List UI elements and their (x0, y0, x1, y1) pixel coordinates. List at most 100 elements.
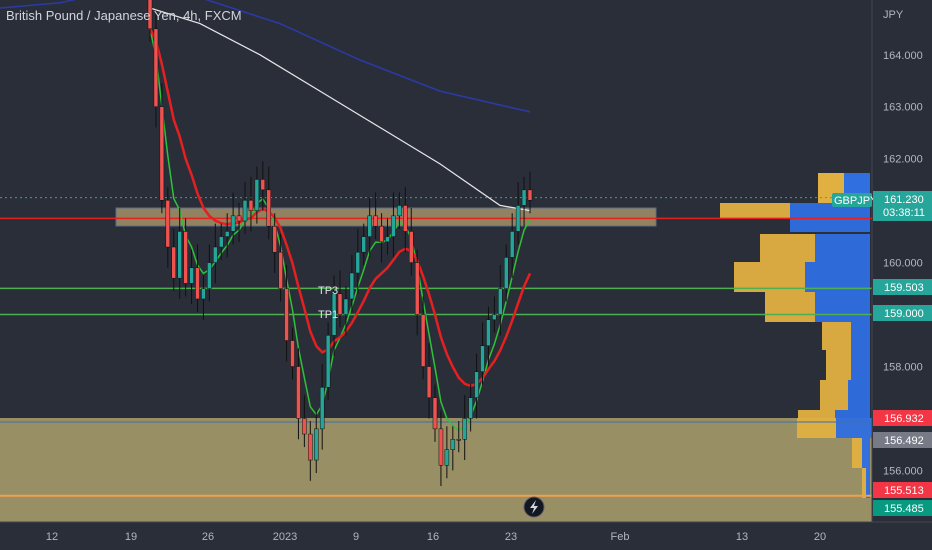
level-badge-155485-bg (873, 500, 932, 516)
candle-body (409, 231, 414, 263)
volume-profile-up-bar (836, 418, 872, 438)
candle-body (337, 293, 343, 315)
candle-body (183, 231, 188, 284)
time-tick: 19 (125, 531, 137, 543)
level-badge-156492-text: 156.492 (884, 435, 924, 447)
candle-body (468, 397, 473, 419)
level-badge-159503-text: 159.503 (884, 282, 924, 294)
candle-body (486, 319, 491, 346)
price-tick: 164.000 (883, 50, 923, 62)
volume-profile-up-bar (851, 350, 870, 380)
candle-body (450, 439, 456, 450)
time-tick: 13 (736, 531, 748, 543)
candle-body (504, 257, 509, 289)
level-badge-156492-bg (873, 432, 932, 448)
candle-body (444, 449, 450, 466)
volume-profile-down-bar (826, 350, 851, 380)
price-ticks: 164.000 163.000 162.000 160.000 158.000 156.0… (883, 50, 923, 478)
candle-body (379, 225, 384, 243)
candle-body (189, 267, 194, 284)
volume-profile-down-bar (765, 292, 815, 322)
candle-body (242, 199, 248, 222)
candle-body (515, 205, 521, 232)
candle-body (159, 106, 165, 201)
candle-body (236, 215, 242, 222)
level-badge-156932: 156.932 (873, 410, 932, 426)
candle-body (147, 0, 153, 30)
candle-body (480, 345, 485, 372)
level-badge-159503: 159.503 (873, 279, 932, 295)
ema-mid-line (148, 28, 532, 388)
candle-body (509, 231, 515, 258)
level-badge-155485: 155.485 (873, 500, 932, 516)
candle-body (361, 236, 366, 253)
price-tick: 158.000 (883, 362, 923, 374)
time-tick: 12 (46, 531, 58, 543)
time-tick: 26 (202, 531, 214, 543)
candle-body (438, 428, 444, 466)
candle-body (266, 189, 271, 227)
level-badge-156492: 156.492 (873, 432, 932, 448)
volume-profile-up-bar (815, 292, 870, 322)
symbol-badge-bg (832, 193, 872, 207)
candle-body (207, 262, 212, 289)
candle-body (260, 179, 266, 191)
candle-body (219, 236, 224, 248)
candle-body (414, 262, 420, 315)
candle-body (385, 236, 390, 243)
level-badge-155513: 155.513 (873, 482, 932, 498)
currency-label: JPY (883, 9, 904, 21)
horizontal-levels (0, 197, 872, 497)
candle-body (343, 298, 349, 315)
candle-body (177, 231, 182, 279)
current-price: 161.230 (884, 194, 924, 206)
candle-body (325, 335, 331, 388)
volume-profile-up-bar (815, 234, 870, 262)
candle-body (314, 428, 319, 461)
candle-body (462, 418, 467, 440)
symbol-title: British Pound / Japanese Yen, 4h, FXCM (6, 8, 242, 23)
time-axis[interactable] (0, 522, 932, 550)
tp1-label: TP1 (318, 309, 338, 321)
time-tick: 2023 (273, 531, 297, 543)
time-tick: 23 (505, 531, 517, 543)
candle-body (171, 246, 176, 279)
candle-body (195, 267, 200, 300)
price-tick: 156.000 (883, 465, 923, 477)
volume-profile-up-bar (866, 468, 870, 498)
candle-body (527, 189, 533, 201)
current-price-badge-bg (873, 191, 932, 221)
volume-profile-up-bar (848, 380, 870, 410)
price-tick: 160.000 (883, 258, 923, 270)
time-tick: 9 (353, 531, 359, 543)
candle-body (498, 288, 503, 315)
candle-body (521, 189, 527, 206)
candle-body (355, 251, 361, 274)
candles (147, 0, 533, 487)
resistance-zone (115, 207, 657, 227)
candle-body (278, 251, 283, 289)
candle-body (308, 433, 313, 461)
volume-profile-up-bar (805, 262, 870, 292)
candle-body (432, 397, 438, 430)
demand-zone (0, 418, 872, 522)
volume-profile-down-bar (820, 380, 848, 410)
lightning-icon-glyph (530, 500, 538, 514)
candle-body (349, 272, 355, 300)
sma-long-line (0, 0, 531, 113)
time-tick: 16 (427, 531, 439, 543)
sma-slow-line (149, 7, 531, 212)
lightning-icon[interactable] (523, 496, 545, 518)
volume-profile-down-bar (798, 410, 835, 418)
symbol-badge: GBPJPY (832, 193, 878, 207)
candle-body (492, 314, 497, 321)
candle-body (302, 418, 307, 435)
volume-profile-up-bar (835, 410, 870, 418)
volume-profile-down-bar (734, 262, 805, 292)
candle-body (456, 439, 461, 441)
tp3-label: TP3 (318, 285, 338, 297)
level-badge-156932-bg (873, 410, 932, 426)
volume-profile-down-bar (852, 438, 862, 468)
level-badge-156932-text: 156.932 (884, 413, 924, 425)
